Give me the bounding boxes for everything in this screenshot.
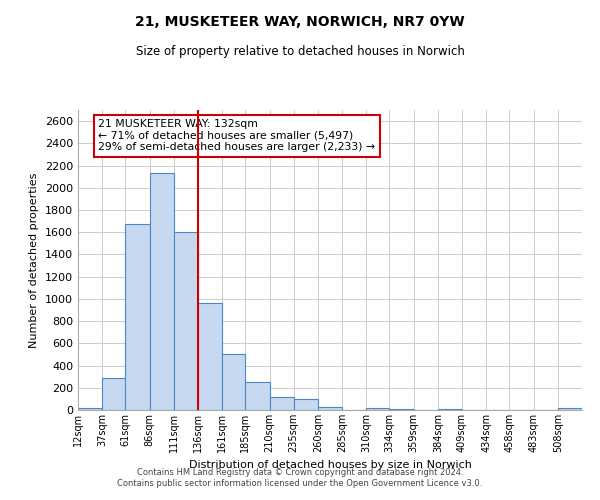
X-axis label: Distribution of detached houses by size in Norwich: Distribution of detached houses by size … xyxy=(188,460,472,470)
Bar xyxy=(149,174,174,410)
Text: Size of property relative to detached houses in Norwich: Size of property relative to detached ho… xyxy=(136,45,464,58)
Bar xyxy=(102,378,125,410)
Bar xyxy=(174,232,198,410)
Bar xyxy=(125,224,149,410)
Text: 21 MUSKETEER WAY: 132sqm
← 71% of detached houses are smaller (5,497)
29% of sem: 21 MUSKETEER WAY: 132sqm ← 71% of detach… xyxy=(98,119,375,152)
Bar xyxy=(366,408,389,410)
Bar xyxy=(269,396,294,410)
Bar xyxy=(245,382,269,410)
Bar xyxy=(294,400,318,410)
Bar xyxy=(318,406,342,410)
Text: 21, MUSKETEER WAY, NORWICH, NR7 0YW: 21, MUSKETEER WAY, NORWICH, NR7 0YW xyxy=(135,15,465,29)
Bar xyxy=(222,354,245,410)
Bar xyxy=(198,304,222,410)
Text: Contains HM Land Registry data © Crown copyright and database right 2024.
Contai: Contains HM Land Registry data © Crown c… xyxy=(118,468,482,487)
Bar xyxy=(558,408,582,410)
Y-axis label: Number of detached properties: Number of detached properties xyxy=(29,172,40,348)
Bar xyxy=(78,408,102,410)
